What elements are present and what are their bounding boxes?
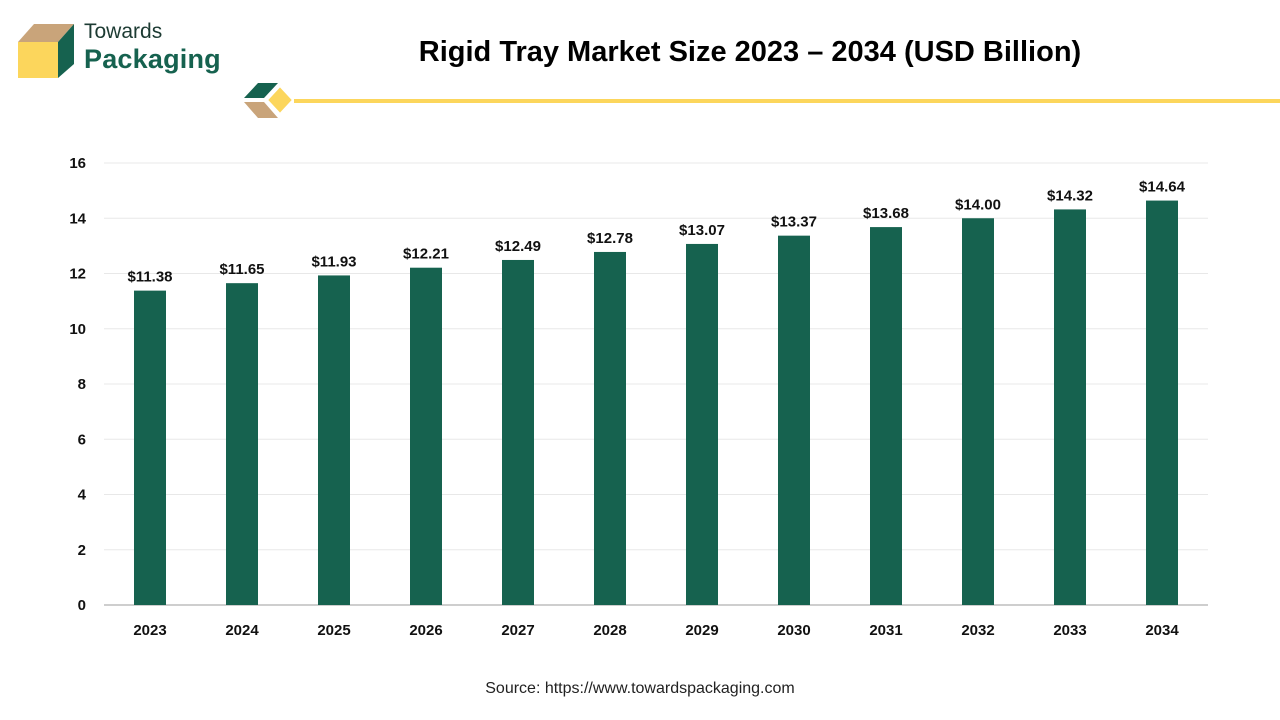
bar-2027 — [502, 259, 534, 605]
y-tick-label: 0 — [78, 597, 86, 614]
data-label-2031: $13.68 — [863, 205, 909, 222]
bar-2026 — [410, 267, 442, 605]
data-labels: $11.38 $11.65 $11.93 $12.21 $12.49 $12.78 $13.… — [127, 179, 1185, 286]
brand-name-bottom: Packaging — [84, 44, 221, 74]
y-tick-label: 10 — [69, 321, 86, 338]
brand-name-top: Towards — [84, 20, 163, 43]
y-tick-label: 2 — [78, 542, 86, 559]
x-tick-label: 2023 — [133, 622, 166, 639]
chart-title: Rigid Tray Market Size 2023 – 2034 (USD … — [418, 36, 1082, 68]
data-label-2033: $14.32 — [1047, 187, 1093, 204]
bar-2030 — [778, 235, 810, 605]
bar-2028 — [594, 251, 626, 605]
x-tick-label: 2032 — [961, 622, 994, 639]
x-tick-label: 2031 — [869, 622, 902, 639]
bar-2025 — [318, 275, 350, 605]
box-icon — [18, 24, 74, 78]
x-tick-label: 2026 — [409, 622, 442, 639]
x-tick-label: 2028 — [593, 622, 626, 639]
bar-2024 — [226, 283, 258, 605]
x-axis: 2023 2024 2025 2026 2027 2028 2029 2030 2031 2032… — [133, 622, 1179, 639]
brand-logo: Towards Packaging — [16, 20, 246, 82]
y-axis: 0 2 4 6 8 10 12 14 16 — [69, 155, 86, 614]
bar-2032 — [962, 218, 994, 605]
x-tick-label: 2027 — [501, 622, 534, 639]
y-tick-label: 12 — [69, 266, 86, 283]
x-tick-label: 2033 — [1053, 622, 1086, 639]
data-label-2023: $11.38 — [127, 269, 172, 286]
y-tick-label: 16 — [69, 155, 86, 172]
header-divider — [244, 83, 1280, 118]
data-label-2026: $12.21 — [403, 246, 449, 263]
data-label-2029: $13.07 — [679, 222, 725, 239]
bar-2023 — [134, 290, 166, 605]
data-label-2032: $14.00 — [955, 196, 1001, 213]
bar-2031 — [870, 227, 902, 605]
y-tick-label: 8 — [78, 376, 86, 393]
data-label-2027: $12.49 — [495, 238, 541, 255]
y-tick-label: 4 — [78, 487, 87, 504]
x-tick-label: 2025 — [317, 622, 350, 639]
bar-2034 — [1146, 200, 1178, 605]
grid — [104, 162, 1208, 606]
data-label-2034: $14.64 — [1139, 179, 1186, 196]
y-tick-label: 14 — [69, 210, 86, 227]
y-tick-label: 6 — [78, 431, 86, 448]
source-note: Source: https://www.towardspackaging.com — [485, 680, 795, 697]
x-tick-label: 2029 — [685, 622, 718, 639]
x-tick-label: 2030 — [777, 622, 810, 639]
bar-2029 — [686, 243, 718, 605]
data-label-2025: $11.93 — [311, 253, 356, 270]
bars — [134, 200, 1178, 605]
x-tick-label: 2024 — [225, 622, 259, 639]
data-label-2024: $11.65 — [219, 261, 264, 278]
x-tick-label: 2034 — [1145, 622, 1179, 639]
data-label-2030: $13.37 — [771, 214, 817, 231]
data-label-2028: $12.78 — [587, 230, 633, 247]
bar-2033 — [1054, 209, 1086, 605]
